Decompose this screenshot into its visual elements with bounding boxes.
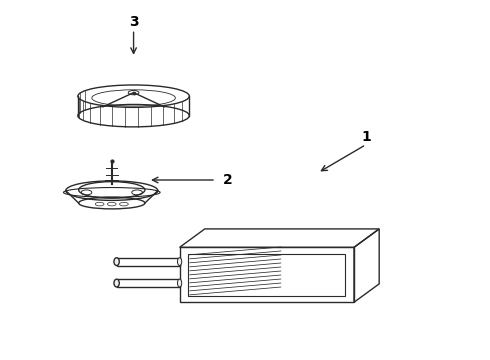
Bar: [117, 258, 180, 266]
Ellipse shape: [114, 258, 119, 266]
Bar: [117, 279, 180, 287]
Text: 3: 3: [129, 15, 138, 29]
Ellipse shape: [177, 279, 182, 287]
Text: 2: 2: [223, 173, 233, 187]
Text: 1: 1: [361, 130, 371, 144]
Ellipse shape: [114, 279, 119, 287]
Ellipse shape: [177, 258, 182, 266]
Bar: [180, 247, 354, 302]
Bar: [188, 254, 345, 296]
